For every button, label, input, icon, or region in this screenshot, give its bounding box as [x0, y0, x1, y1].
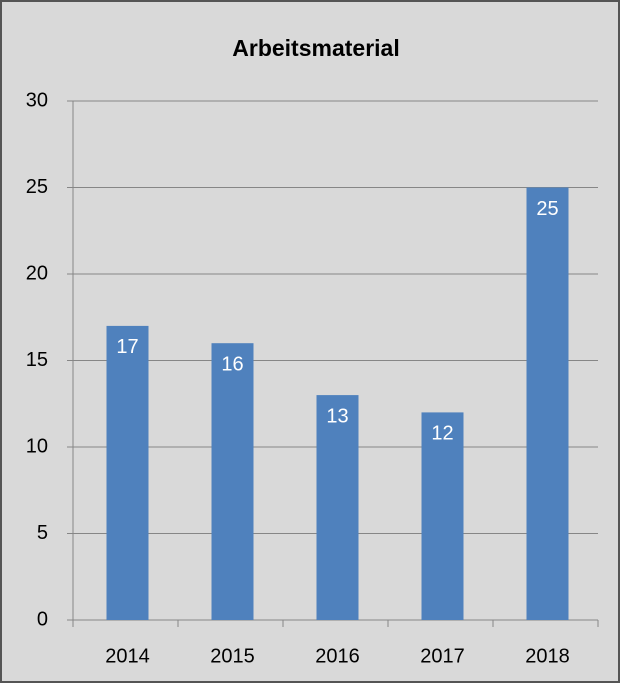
x-tick-label: 2014 — [105, 645, 150, 667]
y-tick-label: 0 — [37, 608, 48, 630]
bar — [421, 412, 464, 620]
y-tick-label: 10 — [26, 435, 48, 457]
x-tick-label: 2018 — [525, 645, 570, 667]
data-label: 25 — [536, 198, 558, 220]
bar — [211, 343, 254, 620]
y-tick-label: 20 — [26, 262, 48, 284]
data-label: 17 — [116, 336, 138, 358]
chart-title: Arbeitsmaterial — [232, 35, 399, 61]
y-tick-label: 15 — [26, 349, 48, 371]
y-tick-label: 25 — [26, 176, 48, 198]
y-tick-label: 5 — [37, 522, 48, 544]
bar — [316, 395, 359, 620]
y-tick-label: 30 — [26, 89, 48, 111]
x-tick-label: 2015 — [210, 645, 255, 667]
data-label: 13 — [326, 405, 348, 427]
x-tick-label: 2017 — [420, 645, 465, 667]
bar — [526, 187, 569, 620]
data-label: 12 — [431, 423, 453, 445]
data-label: 16 — [221, 353, 243, 375]
x-tick-label: 2016 — [315, 645, 360, 667]
bar — [106, 325, 149, 620]
